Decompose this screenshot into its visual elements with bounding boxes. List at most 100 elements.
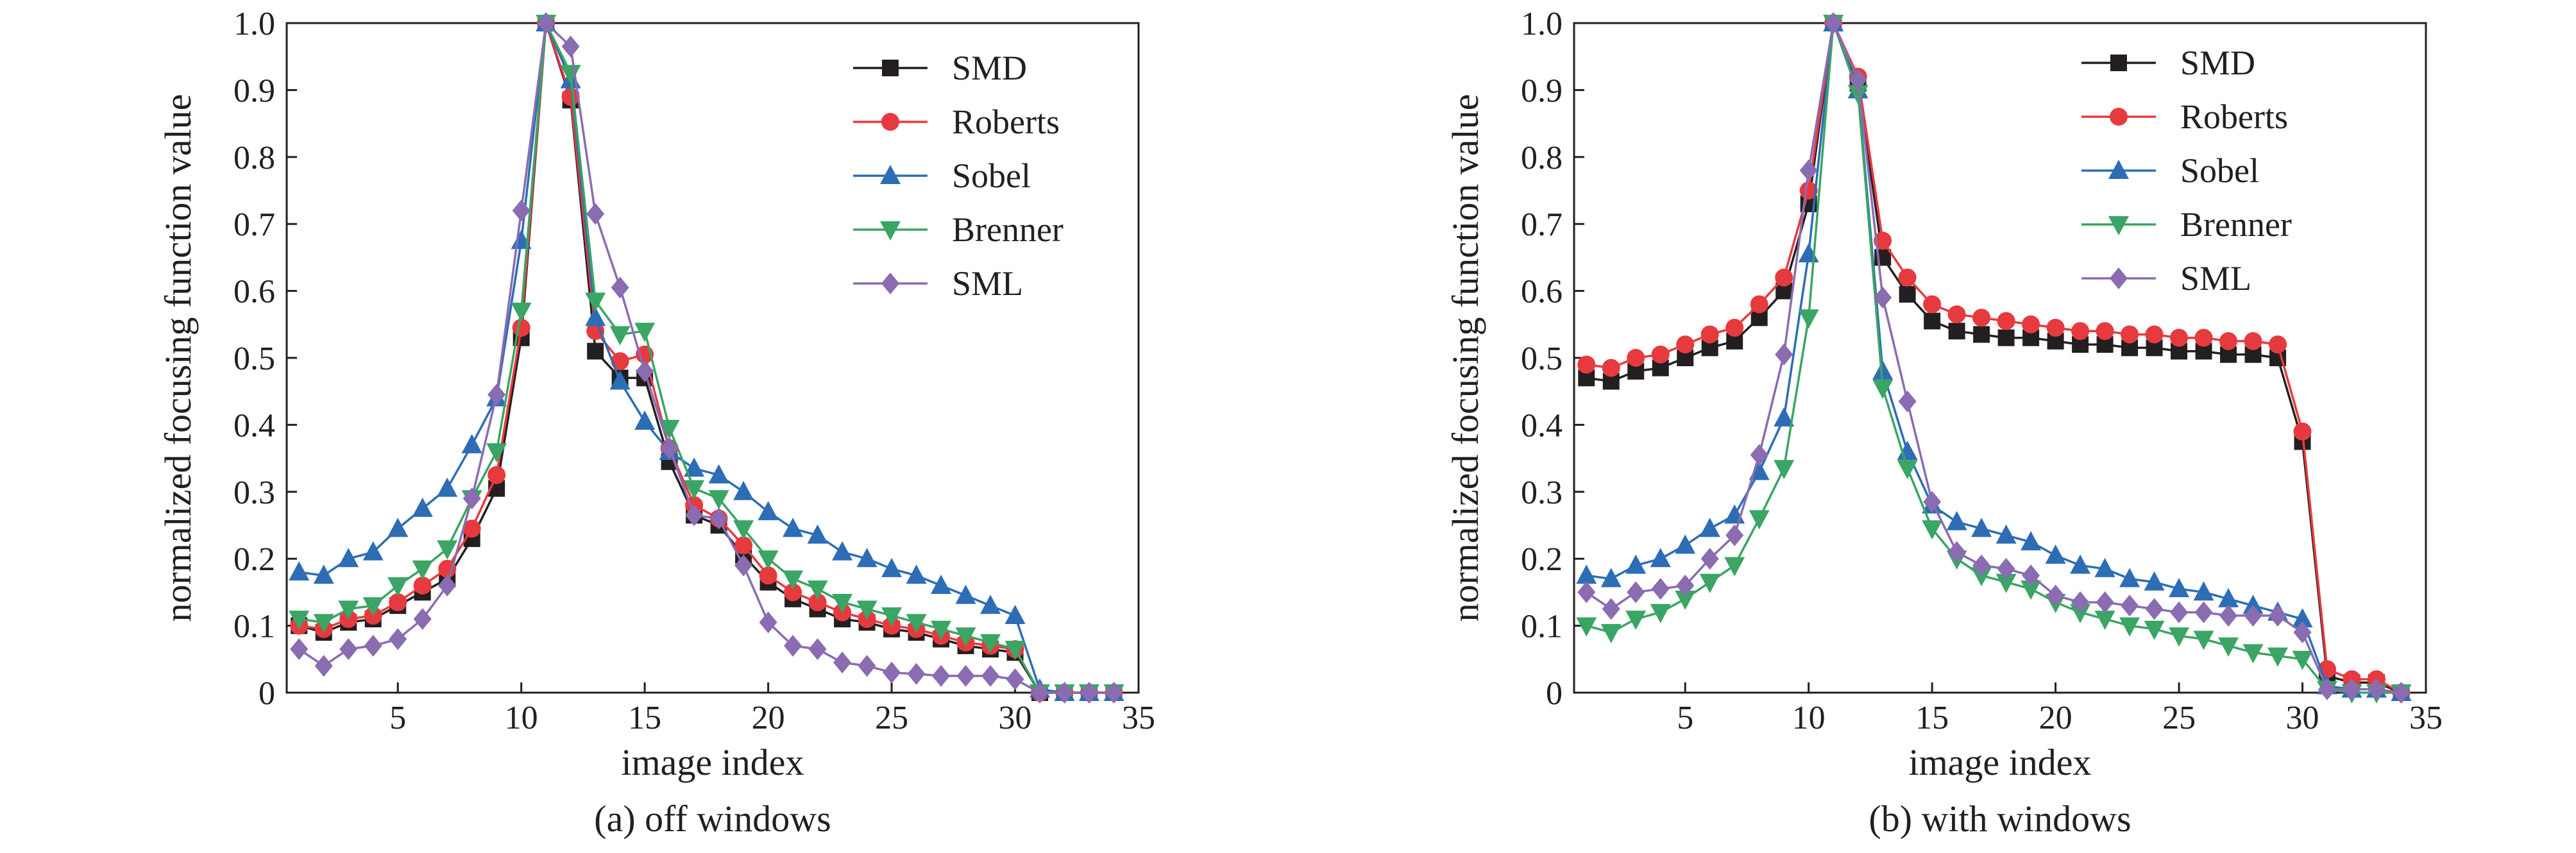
data-point-circle [1651, 345, 1670, 364]
data-point-diamond [759, 611, 777, 634]
data-point-triangle-up [881, 557, 902, 577]
series-line [298, 19, 1114, 694]
data-point-triangle-down [2193, 630, 2214, 650]
legend-label: SML [2180, 259, 2251, 298]
legend-label: Roberts [2180, 97, 2288, 136]
data-point-triangle-up [2045, 544, 2066, 564]
data-point-circle [1725, 319, 1744, 337]
data-point-circle [2110, 108, 2128, 126]
legend: SMD Roberts Sobel Brenner SML [2081, 44, 2292, 298]
data-point-triangle-up [1576, 564, 1597, 584]
data-point-triangle-up [1971, 518, 1992, 537]
data-point-triangle-down [609, 326, 631, 346]
x-tick-label: 10 [505, 700, 538, 736]
data-point-diamond [1923, 491, 1942, 513]
data-point-diamond [290, 638, 309, 661]
data-point-triangle-up [2070, 554, 2091, 574]
data-point-circle [1577, 355, 1596, 374]
y-tick-label: 0.6 [1521, 274, 1563, 310]
data-point-circle [2293, 422, 2312, 441]
y-tick-label: 0.2 [1521, 541, 1563, 578]
data-point-triangle-up [1996, 524, 2017, 544]
data-point-diamond [1725, 524, 1744, 546]
data-point-diamond [907, 663, 926, 685]
chart-panel-with-windows: 5 10 15 20 25 30 35 0 0.1 0.2 0.3 0.4 0.5 0.6 0.7 0.8 0.… [1445, 6, 2443, 840]
data-point-square [1973, 326, 1990, 343]
data-point-triangle-down [856, 600, 877, 620]
data-point-triangle-up [955, 584, 976, 604]
data-point-diamond [636, 360, 654, 382]
data-point-circle [1997, 312, 2015, 330]
data-point-diamond [833, 652, 852, 674]
data-point-triangle-down [1625, 611, 1647, 630]
x-tick-label: 20 [2039, 700, 2072, 736]
y-tick-label: 0.9 [233, 72, 275, 109]
data-point-diamond [1006, 668, 1024, 691]
data-point-triangle-down [2267, 647, 2289, 667]
data-point-triangle-up [758, 501, 779, 521]
data-point-circle [1750, 295, 1768, 314]
data-point-triangle-up [1600, 568, 1622, 587]
data-point-triangle-down [783, 570, 804, 590]
data-point-diamond [2071, 591, 2090, 614]
series-line [298, 19, 1114, 694]
data-point-diamond [1627, 581, 1645, 604]
data-point-diamond [660, 437, 679, 459]
x-tick-label: 35 [1122, 700, 1155, 736]
data-point-circle [1972, 308, 1991, 327]
data-point-circle [2269, 335, 2287, 354]
chart-panel-off-windows: 5 10 15 20 25 30 35 0 0.1 0.2 0.3 0.4 0.5 0.6 0.7 0.8 0.… [157, 6, 1155, 840]
data-point-triangle-down [387, 577, 409, 596]
data-point-triangle-up [2119, 568, 2140, 587]
data-point-diamond [1750, 444, 1768, 466]
data-point-triangle-down [362, 597, 384, 617]
y-tick-label: 0.8 [233, 140, 275, 176]
data-point-diamond [808, 638, 827, 661]
data-point-diamond [364, 634, 382, 657]
data-point-triangle-down [2169, 627, 2190, 647]
data-point-triangle-down [881, 607, 902, 627]
data-point-circle [2170, 328, 2189, 347]
data-point-diamond [1676, 574, 1695, 596]
data-point-circle [1947, 305, 1966, 324]
series-line [298, 22, 1114, 694]
y-tick-label: 0 [1546, 675, 1563, 712]
data-point-diamond [561, 35, 580, 58]
data-point-triangle-down [560, 65, 581, 85]
legend-label: SML [952, 264, 1023, 303]
data-point-circle [2145, 325, 2164, 344]
series-line [298, 21, 1114, 694]
data-point-diamond [1775, 343, 1793, 366]
data-point-triangle-down [1996, 573, 2017, 593]
x-tick-label: 5 [389, 700, 406, 736]
y-tick-label: 0 [258, 675, 275, 712]
data-point-diamond [438, 574, 457, 596]
data-point-diamond [1874, 287, 1892, 309]
y-tick-label: 0.3 [233, 475, 275, 511]
data-point-diamond [2343, 678, 2361, 700]
data-point-diamond [339, 638, 358, 661]
y-tick-label: 0.9 [1521, 72, 1563, 109]
x-tick-label: 25 [2162, 700, 2196, 736]
data-point-circle [1602, 359, 1620, 377]
data-point-triangle-down [2292, 650, 2313, 670]
data-point-triangle-down [807, 580, 828, 600]
x-axis-label: image index [621, 741, 804, 783]
data-point-circle [462, 519, 481, 538]
data-point-triangle-down [2144, 620, 2165, 640]
data-point-triangle-down [1847, 85, 1868, 105]
data-point-circle [734, 536, 753, 555]
data-point-triangle-down [289, 611, 310, 630]
data-point-triangle-up [289, 561, 310, 581]
data-point-diamond [314, 655, 333, 677]
data-point-triangle-down [1749, 510, 1770, 530]
data-point-triangle-up [807, 524, 828, 544]
x-tick-label: 30 [999, 700, 1032, 736]
data-point-triangle-down [1922, 520, 1943, 540]
data-point-circle [1676, 335, 1695, 354]
x-tick-label: 5 [1677, 700, 1693, 736]
y-tick-label: 0.2 [233, 541, 275, 578]
data-point-diamond [611, 276, 629, 299]
data-point-diamond [389, 628, 407, 650]
data-point-square [1948, 323, 1965, 340]
